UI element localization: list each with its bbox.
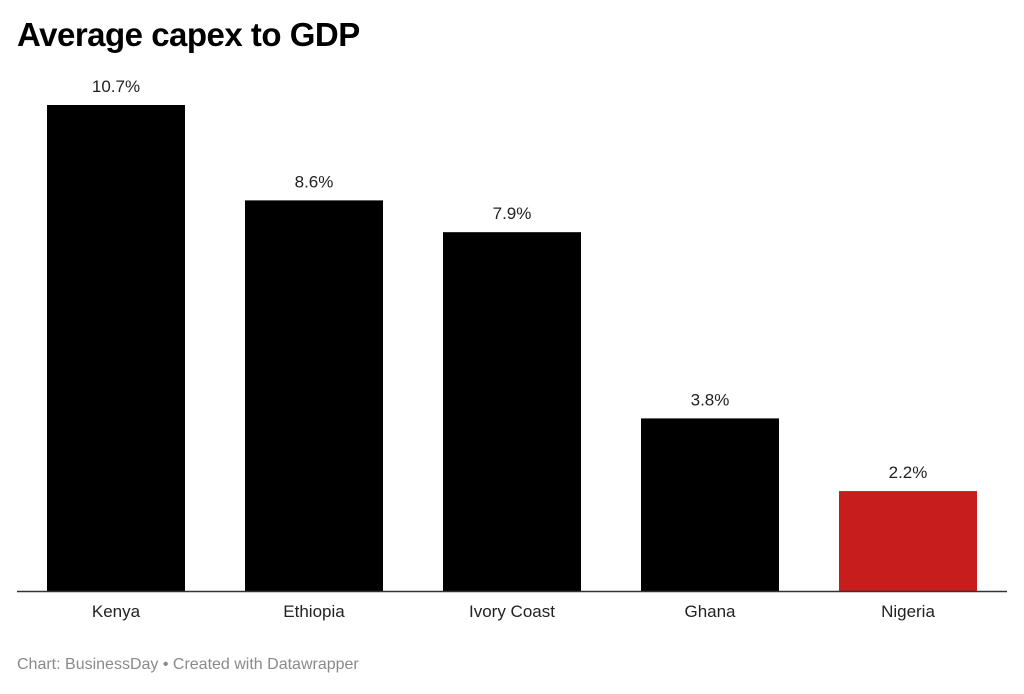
category-label: Nigeria — [881, 602, 935, 621]
value-label: 8.6% — [295, 172, 334, 191]
category-label: Ethiopia — [283, 602, 345, 621]
bar-kenya — [47, 105, 185, 591]
bar-ghana — [641, 418, 779, 591]
value-label: 3.8% — [691, 390, 730, 409]
category-label: Kenya — [92, 602, 141, 621]
category-label: Ivory Coast — [469, 602, 555, 621]
bar-ivory-coast — [443, 232, 581, 592]
value-label: 7.9% — [493, 204, 532, 223]
value-label: 10.7% — [92, 77, 140, 96]
chart-footer: Chart: BusinessDay • Created with Datawr… — [17, 656, 359, 673]
bar-ethiopia — [245, 200, 383, 591]
bar-nigeria — [839, 491, 977, 591]
chart-title: Average capex to GDP — [17, 16, 360, 53]
value-label: 2.2% — [889, 463, 928, 482]
category-label: Ghana — [684, 602, 736, 621]
